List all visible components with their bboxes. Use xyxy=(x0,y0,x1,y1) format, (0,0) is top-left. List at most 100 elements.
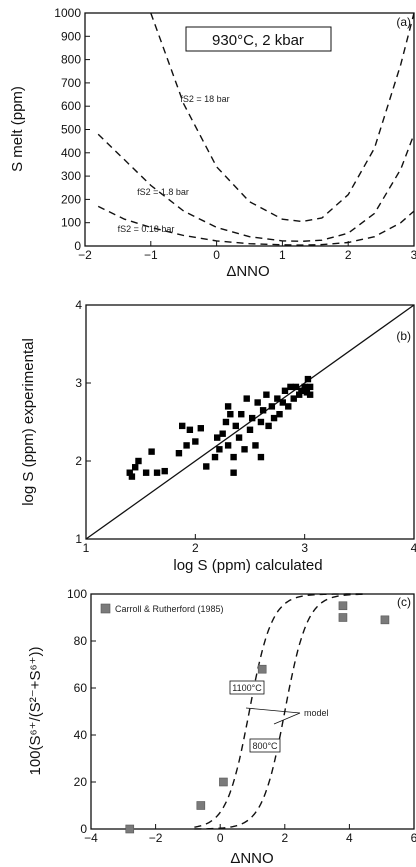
data-point xyxy=(259,407,267,414)
panel-a-xtick-label: 0 xyxy=(213,248,220,262)
model-label: model xyxy=(304,708,329,718)
panel-c-label: (c) xyxy=(397,595,411,609)
data-point xyxy=(153,469,161,476)
data-point xyxy=(268,403,276,410)
panel-c-xtick-label: 0 xyxy=(217,831,224,845)
data-point xyxy=(230,469,237,476)
data-point xyxy=(303,389,311,396)
panel-a-xtick-label: −2 xyxy=(78,248,92,262)
data-point xyxy=(257,418,265,426)
data-point xyxy=(227,411,234,418)
panel-a: −2 −1 0 1 2 3 0 100 200 300 400 500 600 700 800 900 1000… xyxy=(9,6,416,280)
data-point xyxy=(161,467,168,475)
panel-c-xtick-label: −2 xyxy=(149,831,163,845)
panel-b-xlabel: log S (ppm) calculated xyxy=(173,557,322,574)
panel-b-ytick-label: 2 xyxy=(75,454,82,468)
panel-b-xtick-label: 1 xyxy=(83,541,90,555)
series-label-0.18-bar: fS2 = 0.18 bar xyxy=(118,224,175,234)
panel-b-ylabel: log S (ppm) experimental xyxy=(20,338,37,506)
data-point xyxy=(248,414,256,422)
panel-a-ytick-label: 500 xyxy=(61,123,81,137)
label-1100C: 1100°C xyxy=(232,683,262,693)
data-point xyxy=(285,403,292,410)
data-point xyxy=(296,391,303,398)
data-point xyxy=(257,453,265,461)
data-point xyxy=(243,395,250,402)
panel-a-ylabel: S melt (ppm) xyxy=(9,86,26,172)
data-point xyxy=(235,434,243,441)
panel-c-ytick-label: 80 xyxy=(74,634,88,648)
data-point xyxy=(290,395,297,402)
model-curve-0 xyxy=(194,593,366,828)
series-label-1.8-bar: fS2 = 1.8 bar xyxy=(137,187,189,197)
data-point xyxy=(197,425,204,432)
panel-c-xtick-label: 6 xyxy=(411,831,416,845)
series-curve-0 xyxy=(150,12,415,223)
data-point xyxy=(175,450,183,457)
panel-a-ytick-label: 600 xyxy=(61,99,81,113)
data-point xyxy=(301,383,308,391)
panel-a-ytick-label: 300 xyxy=(61,169,81,183)
data-point xyxy=(214,434,221,441)
panel-b-points xyxy=(126,375,314,480)
data-point xyxy=(287,383,294,391)
panel-b-label: (b) xyxy=(396,329,411,343)
panel-a-xtick-label: 3 xyxy=(411,248,416,262)
panel-b-xtick-label: 4 xyxy=(411,541,416,555)
panel-c-xtick-label: 2 xyxy=(281,831,288,845)
panel-c-xtick-label: 4 xyxy=(346,831,353,845)
panel-a-xtick-label: 1 xyxy=(279,248,286,262)
data-point xyxy=(203,463,210,470)
panel-b-plot-frame xyxy=(85,304,415,540)
data-point xyxy=(246,426,254,433)
panel-c-ytick-label: 20 xyxy=(74,775,88,789)
panel-a-ytick-label: 900 xyxy=(61,29,81,43)
panel-c-plot-frame xyxy=(90,593,415,830)
legend-entry: Carroll & Rutherford (1985) xyxy=(115,604,224,614)
data-point xyxy=(222,418,230,426)
panel-c-ytick-label: 0 xyxy=(80,822,87,836)
panel-b-ytick-label: 3 xyxy=(75,376,82,390)
legend-marker xyxy=(100,603,111,614)
data-point xyxy=(211,453,219,461)
panel-b-xtick-label: 2 xyxy=(192,541,199,555)
data-point xyxy=(179,422,186,430)
model-curve-1 xyxy=(194,593,366,830)
data-point xyxy=(132,464,139,471)
series-curve-2 xyxy=(97,205,415,246)
data-point xyxy=(224,403,232,410)
data-point xyxy=(306,391,314,398)
panel-c-ytick-label: 40 xyxy=(74,728,88,742)
data-point xyxy=(279,399,286,406)
panel-a-annotation: 930°C, 2 kbar xyxy=(212,32,304,49)
data-point xyxy=(263,391,270,398)
data-point xyxy=(142,469,150,476)
series-curve-1 xyxy=(97,133,415,243)
data-point xyxy=(292,383,300,391)
panel-a-xtick-label: 2 xyxy=(345,248,352,262)
data-point xyxy=(304,375,312,383)
data-point xyxy=(257,664,267,674)
panel-c-ytick-label: 100 xyxy=(67,587,87,601)
panel-a-ticks: −2 −1 0 1 2 3 0 100 200 300 400 500 600 700 800 900 1000 xyxy=(54,6,416,262)
panel-a-ytick-label: 700 xyxy=(61,76,81,90)
model-pointer-line-1 xyxy=(245,707,301,714)
data-point xyxy=(241,446,248,453)
panel-b-ytick-label: 1 xyxy=(75,532,82,546)
panel-a-ytick-label: 200 xyxy=(61,192,81,206)
panel-a-xlabel: ΔNNO xyxy=(226,263,269,280)
panel-a-ytick-label: 800 xyxy=(61,53,81,67)
panel-b-ytick-label: 4 xyxy=(75,298,82,312)
model-pointer-line-2 xyxy=(273,712,301,725)
data-point xyxy=(135,457,142,465)
data-point xyxy=(126,469,133,476)
data-point xyxy=(281,387,289,394)
data-point xyxy=(274,395,281,402)
data-point xyxy=(380,615,390,625)
data-point xyxy=(186,426,194,433)
panel-a-ytick-label: 0 xyxy=(74,239,81,253)
data-point xyxy=(128,473,136,480)
